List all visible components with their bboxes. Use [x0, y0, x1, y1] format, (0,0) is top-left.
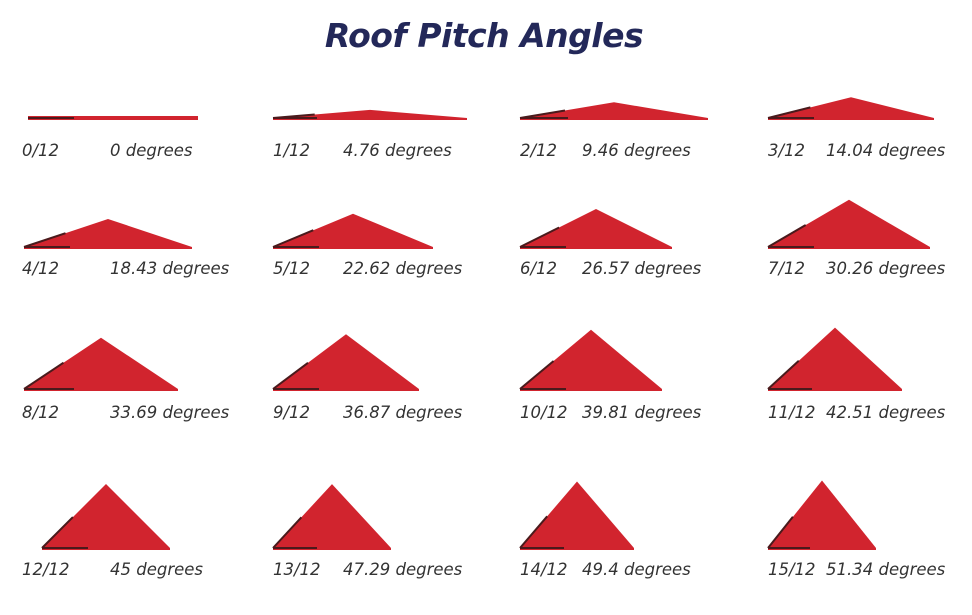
roof-shape	[520, 329, 662, 391]
angle-slope-line	[519, 360, 555, 390]
degrees-label: 39.81 degrees	[582, 403, 702, 422]
pitch-label: 8/12	[22, 403, 59, 422]
pitch-item: 15/12 51.34 degrees	[767, 480, 946, 579]
roof-shape	[520, 102, 708, 120]
pitch-label: 4/12	[22, 259, 59, 278]
pitch-item: 13/12 47.29 degrees	[272, 484, 463, 579]
roof-shape	[768, 480, 876, 550]
pitch-label: 12/12	[22, 560, 70, 579]
pitch-item: 1/12 4.76 degrees	[272, 109, 467, 160]
roof-shape	[28, 116, 198, 120]
pitch-label: 6/12	[520, 259, 557, 278]
angle-slope-line	[519, 109, 566, 119]
pitch-label: 0/12	[22, 141, 59, 160]
degrees-label: 0 degrees	[110, 141, 193, 160]
roof-shape	[273, 213, 433, 249]
degrees-label: 4.76 degrees	[343, 141, 452, 160]
pitch-item: 10/12 39.81 degrees	[519, 329, 702, 422]
angle-slope-line	[767, 106, 811, 119]
angle-slope-line	[23, 232, 66, 248]
pitch-item: 11/12 42.51 degrees	[767, 327, 946, 422]
degrees-label: 45 degrees	[110, 560, 203, 579]
degrees-label: 30.26 degrees	[826, 259, 946, 278]
pitch-item: 0/12 0 degrees	[22, 116, 198, 160]
pitch-grid: 0/12 0 degrees 1/12 4.76 degrees 2/12 9.46 de…	[22, 97, 946, 579]
pitch-label: 14/12	[520, 560, 568, 579]
pitch-label: 1/12	[273, 141, 310, 160]
roof-shape	[273, 109, 467, 120]
roof-shape	[273, 334, 419, 391]
pitch-label: 11/12	[768, 403, 816, 422]
pitch-item: 5/12 22.62 degrees	[272, 213, 463, 278]
pitch-label: 2/12	[520, 141, 557, 160]
roof-shape	[520, 209, 672, 249]
degrees-label: 49.4 degrees	[582, 560, 691, 579]
pitch-item: 2/12 9.46 degrees	[519, 102, 708, 160]
degrees-label: 18.43 degrees	[110, 259, 230, 278]
degrees-label: 22.62 degrees	[343, 259, 463, 278]
degrees-label: 9.46 degrees	[582, 141, 691, 160]
pitch-item: 8/12 33.69 degrees	[22, 337, 230, 422]
angle-slope-line	[767, 360, 800, 390]
degrees-label: 33.69 degrees	[110, 403, 230, 422]
page-title: Roof Pitch Angles	[324, 16, 644, 55]
pitch-label: 5/12	[273, 259, 310, 278]
roof-shape	[768, 327, 902, 391]
pitch-item: 3/12 14.04 degrees	[767, 97, 946, 160]
pitch-item: 9/12 36.87 degrees	[272, 334, 463, 422]
pitch-label: 10/12	[520, 403, 568, 422]
pitch-item: 14/12 49.4 degrees	[519, 481, 691, 579]
angle-slope-line	[519, 226, 560, 248]
pitch-item: 4/12 18.43 degrees	[22, 219, 230, 278]
angle-slope-line	[272, 516, 303, 549]
angle-slope-line	[272, 113, 315, 119]
angle-slope-line	[272, 229, 314, 248]
degrees-label: 26.57 degrees	[582, 259, 702, 278]
degrees-label: 42.51 degrees	[826, 403, 946, 422]
roof-shape	[520, 481, 634, 550]
roof-shape	[42, 484, 170, 550]
roof-shape	[273, 484, 391, 550]
pitch-label: 13/12	[273, 560, 321, 579]
pitch-label: 7/12	[768, 259, 805, 278]
angle-slope-line	[767, 224, 807, 248]
angle-slope-line	[519, 515, 548, 549]
roof-shape	[24, 337, 178, 391]
angle-slope-line	[23, 361, 65, 390]
degrees-label: 51.34 degrees	[826, 560, 946, 579]
degrees-label: 36.87 degrees	[343, 403, 463, 422]
angle-slope-line	[767, 516, 794, 549]
angle-slope-line	[41, 516, 74, 549]
pitch-label: 15/12	[768, 560, 816, 579]
pitch-label: 9/12	[273, 403, 310, 422]
pitch-item: 12/12 45 degrees	[22, 484, 203, 579]
roof-shape	[24, 219, 192, 249]
degrees-label: 14.04 degrees	[826, 141, 946, 160]
degrees-label: 47.29 degrees	[343, 560, 463, 579]
pitch-label: 3/12	[768, 141, 805, 160]
pitch-item: 7/12 30.26 degrees	[767, 199, 946, 278]
pitch-item: 6/12 26.57 degrees	[519, 209, 702, 278]
roof-shape	[768, 199, 930, 249]
roof-shape	[768, 97, 934, 120]
angle-slope-line	[272, 361, 309, 390]
